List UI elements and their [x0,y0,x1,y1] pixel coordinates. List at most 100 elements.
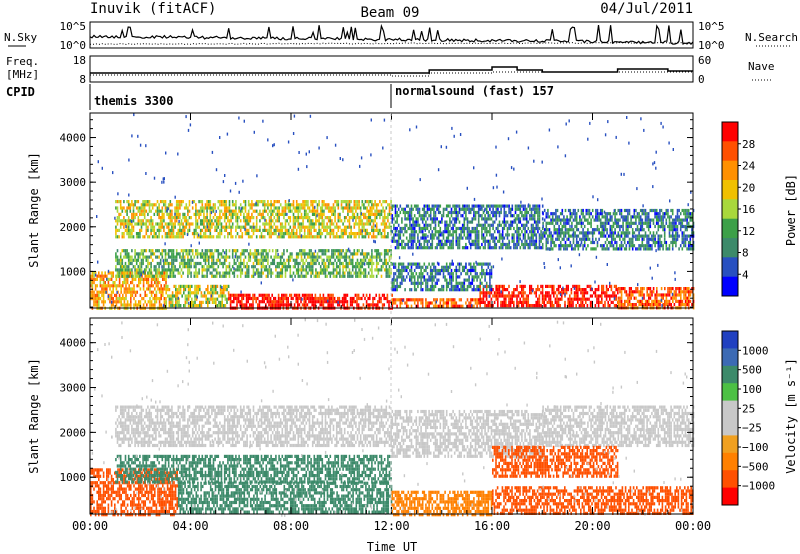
data-cell [187,265,189,269]
data-cell [563,247,565,251]
data-cell [268,203,271,207]
data-cell [169,261,172,266]
data-cell [215,235,218,239]
data-cell [149,290,151,294]
data-cell [644,215,647,219]
data-cell [156,235,159,239]
data-cell [485,284,488,288]
data-cell [326,225,328,229]
data-cell [243,225,245,229]
data-cell [505,304,507,308]
data-cell [412,239,414,243]
data-cell [182,261,184,266]
data-cell [203,268,205,272]
data-cell [311,300,313,304]
data-cell [122,284,124,288]
data-cell [143,206,146,210]
data-cell [257,296,259,301]
data-cell [184,297,187,301]
data-cell [686,208,688,213]
data-cell [589,288,592,292]
data-cell [615,284,617,288]
freq-panel-frame [89,55,694,83]
data-cell [207,222,210,226]
data-cell [619,228,621,232]
data-cell [668,228,671,232]
data-cell [348,232,351,236]
data-cell [493,246,496,250]
data-cell [118,300,121,304]
data-cell [167,265,170,269]
data-cell [397,246,400,250]
data-cell [195,291,198,295]
data-cell [545,284,547,288]
data-cell [433,226,435,231]
data-cell [145,225,148,229]
data-cell [266,300,269,304]
data-cell [505,210,507,215]
data-cell [297,235,300,239]
data-cell [142,206,144,210]
data-cell [646,240,648,245]
data-cell [425,239,427,243]
data-cell [551,212,554,216]
data-cell [102,284,105,288]
data-cell [118,277,121,281]
data-cell [134,277,137,281]
data-cell [126,252,128,256]
data-cell [179,235,181,239]
data-cell [146,293,148,297]
data-cell [276,300,278,304]
data-cell [602,304,605,308]
data-cell [559,284,561,288]
data-cell [281,228,284,232]
data-cell [139,219,141,223]
data-cell [329,293,331,297]
data-cell [466,220,469,224]
data-cell [513,291,515,295]
data-cell [688,296,690,300]
data-cell [447,214,450,218]
data-cell [577,284,579,288]
data-cell [615,297,617,301]
data-cell [343,200,346,204]
data-cell [143,249,146,253]
data-cell [150,293,153,297]
data-cell [150,203,152,207]
data-cell [625,290,628,294]
data-cell [163,219,165,223]
data-cell [670,296,672,300]
data-cell [508,246,510,250]
data-cell [635,234,637,238]
data-cell [159,219,162,223]
data-cell [455,239,458,243]
data-cell [143,200,146,204]
data-cell [330,293,333,297]
data-cell [489,233,491,237]
data-cell [181,294,183,298]
data-cell [118,293,121,297]
data-cell [191,300,193,304]
data-cell [638,234,640,238]
data-cell [458,236,461,240]
data-cell [681,234,684,238]
data-cell [405,298,408,302]
data-cell [281,225,284,229]
data-cell [503,220,506,224]
data-cell [619,237,621,241]
data-cell [217,219,220,223]
data-cell [482,226,485,231]
data-cell [237,300,240,304]
data-cell [644,234,647,238]
data-cell [115,232,117,236]
data-cell [473,207,475,211]
data-cell [153,232,156,236]
data-cell [327,216,330,220]
data-cell [524,300,526,304]
data-cell [538,236,541,240]
data-cell [418,210,421,215]
data-cell [335,235,338,239]
data-cell [498,284,501,288]
data-cell [209,200,212,204]
